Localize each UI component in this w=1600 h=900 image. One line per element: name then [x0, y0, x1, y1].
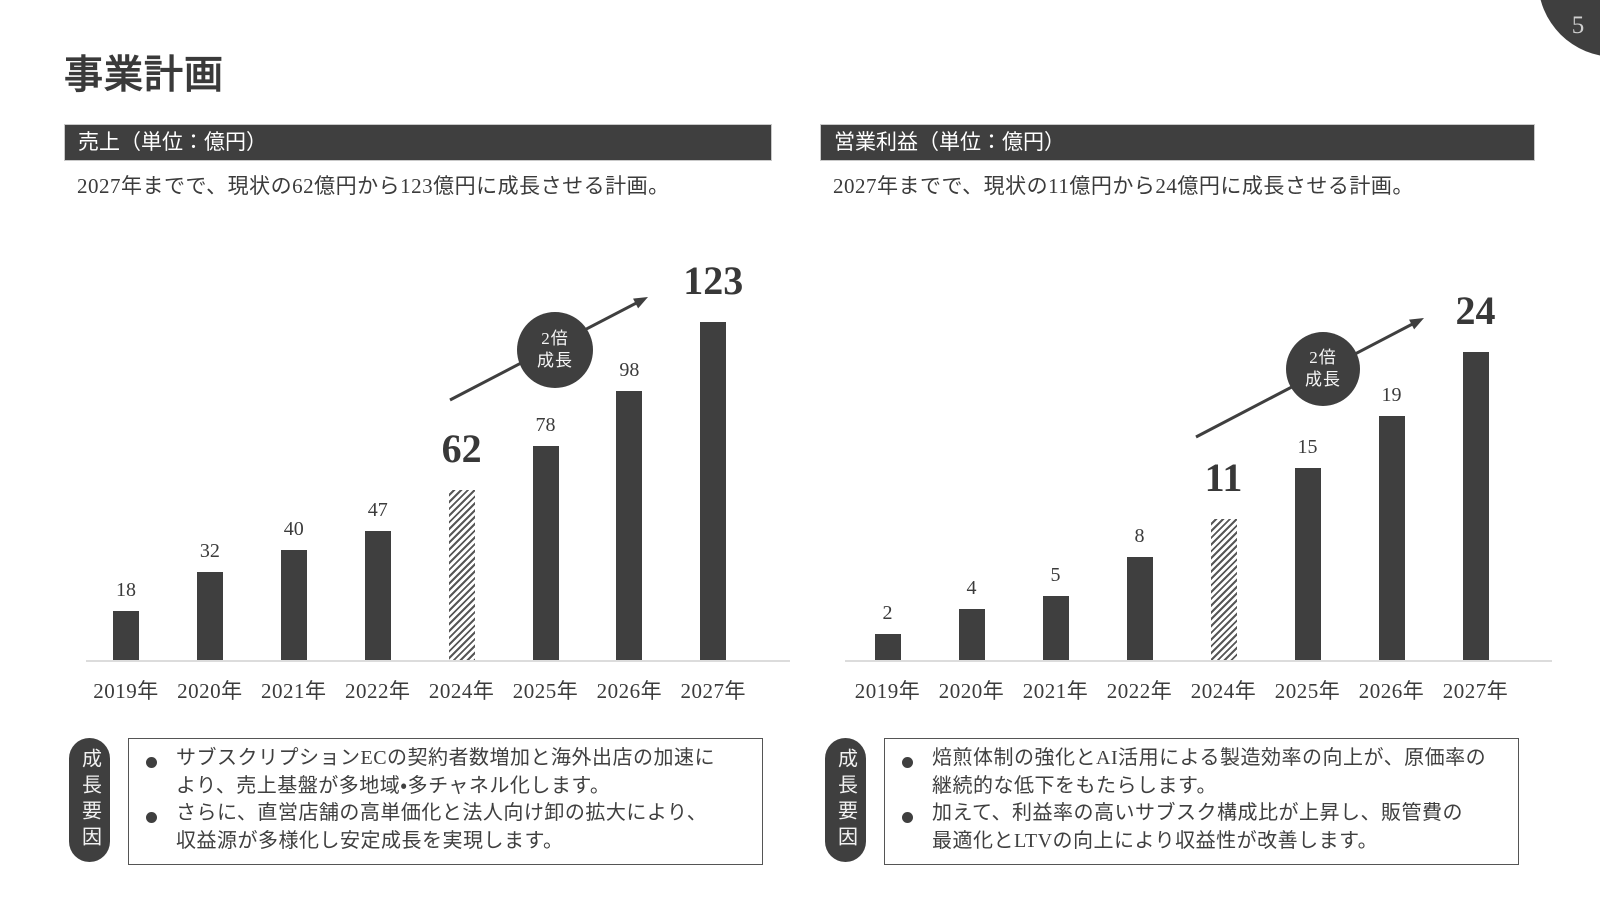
x-axis-label: 2025年 — [512, 679, 579, 703]
bar-2019年 — [874, 634, 901, 660]
x-axis-label: 2026年 — [596, 679, 663, 703]
bar-2025年 — [1294, 468, 1321, 660]
bar-value-label: 2 — [882, 602, 893, 624]
bar-value-label: 62 — [441, 426, 482, 471]
bar-value-label: 19 — [1381, 384, 1402, 406]
x-axis-label: 2024年 — [428, 679, 495, 703]
double-growth-badge-text: 成長 — [537, 351, 573, 370]
x-axis-line — [845, 660, 1552, 662]
x-axis-label: 2022年 — [1106, 679, 1173, 703]
bar-value-label: 40 — [283, 518, 304, 540]
bar-value-label: 4 — [966, 577, 977, 599]
section-subtitle-sales: 2027年までで、現状の62億円から123億円に成長させる計画。 — [77, 174, 670, 198]
x-axis-label: 2024年 — [1190, 679, 1257, 703]
growth-factor-box-profit: 焙煎体制の強化とAI活用による製造効率の向上が、原価率の 継続的な低下をもたらし… — [884, 738, 1519, 865]
bar-2021年 — [1042, 596, 1069, 660]
section-subtitle-profit: 2027年までで、現状の11億円から24億円に成長させる計画。 — [833, 174, 1414, 198]
bullet-icon — [146, 812, 157, 823]
growth-factor-pill-label: 成長要因 — [78, 748, 101, 852]
x-axis-label: 2020年 — [938, 679, 1005, 703]
bar-value-label: 5 — [1050, 564, 1061, 586]
bullet-row: 焙煎体制の強化とAI活用による製造効率の向上が、原価率の 継続的な低下をもたらし… — [885, 745, 1504, 800]
x-axis-label: 2027年 — [680, 679, 747, 703]
growth-factor-bullet: 焙煎体制の強化とAI活用による製造効率の向上が、原価率の 継続的な低下をもたらし… — [932, 747, 1487, 797]
section-header-profit: 営業利益（単位：億円） — [820, 124, 1535, 161]
growth-factor-bullet: さらに、直営店舗の高単価化と法人向け卸の拡大により、 収益源が多様化し安定成長を… — [176, 802, 708, 852]
section-header-sales: 売上（単位：億円） — [64, 124, 772, 161]
page-number: 5 — [1571, 12, 1585, 39]
x-axis-label: 2021年 — [261, 679, 327, 703]
growth-factor-bullet: 加えて、利益率の高いサブスク構成比が上昇し、販管費の 最適化とLTVの向上により… — [932, 802, 1463, 852]
bullet-row: 加えて、利益率の高いサブスク構成比が上昇し、販管費の 最適化とLTVの向上により… — [885, 800, 1504, 855]
growth-factor-pill-profit: 成長要因 — [825, 738, 866, 862]
x-axis-line — [86, 660, 790, 662]
bar-value-label: 123 — [683, 258, 744, 303]
x-axis-label: 2026年 — [1358, 679, 1425, 703]
bar-2022年 — [364, 531, 391, 660]
sales-bar-chart: 18 2019年 32 2020年 40 2021年 47 2022年 62 2024年 78 202… — [86, 220, 790, 710]
bar-value-label: 98 — [619, 359, 640, 381]
bar-2027年 — [700, 322, 727, 660]
bar-value-label: 11 — [1204, 455, 1243, 500]
bar-2019年 — [113, 611, 139, 660]
x-axis-label: 2021年 — [1022, 679, 1089, 703]
x-axis-label: 2022年 — [344, 679, 411, 703]
x-axis-label: 2027年 — [1442, 679, 1509, 703]
growth-factor-pill-label: 成長要因 — [834, 748, 857, 852]
x-axis-label: 2019年 — [93, 679, 159, 703]
double-growth-badge-text: 2倍 — [541, 329, 569, 348]
bar-value-label: 78 — [535, 414, 556, 436]
profit-bar-chart: 2 2019年 4 2020年 5 2021年 8 2022年 11 2024年 15 2025年 19… — [845, 220, 1552, 710]
growth-factor-bullet: サブスクリプションECの契約者数増加と海外出店の加速に より、売上基盤が多地域・… — [176, 747, 716, 797]
double-growth-badge-text: 成長 — [1305, 370, 1341, 389]
growth-factor-pill-sales: 成長要因 — [69, 738, 110, 862]
bar-value-label: 8 — [1134, 525, 1145, 547]
bar-value-label: 24 — [1455, 288, 1496, 333]
growth-factor-box-sales: サブスクリプションECの契約者数増加と海外出店の加速に より、売上基盤が多地域・… — [128, 738, 763, 865]
bar-2026年 — [616, 391, 643, 660]
x-axis-label: 2019年 — [854, 679, 921, 703]
bullet-row: サブスクリプションECの契約者数増加と海外出店の加速に より、売上基盤が多地域・… — [129, 745, 748, 800]
page-title: 事業計画 — [64, 54, 225, 97]
double-growth-badge: 2倍成長 — [1286, 332, 1360, 406]
bar-2027年 — [1462, 352, 1489, 660]
bar-2020年 — [196, 572, 223, 660]
double-growth-badge: 2倍成長 — [517, 312, 593, 388]
bar-2024年 — [448, 490, 475, 660]
bar-value-label: 32 — [199, 540, 220, 562]
bar-value-label: 18 — [116, 579, 136, 601]
bullet-row: さらに、直営店舗の高単価化と法人向け卸の拡大により、 収益源が多様化し安定成長を… — [129, 800, 748, 855]
bar-2020年 — [958, 609, 985, 660]
bar-2026年 — [1378, 416, 1405, 660]
bar-value-label: 15 — [1297, 436, 1318, 458]
bar-value-label: 47 — [367, 499, 388, 521]
double-growth-badge-text: 2倍 — [1309, 348, 1337, 367]
bar-2025年 — [532, 446, 559, 660]
x-axis-label: 2020年 — [177, 679, 243, 703]
bar-2021年 — [280, 550, 307, 660]
bullet-icon — [902, 812, 913, 823]
bar-2022年 — [1126, 557, 1153, 660]
bullet-icon — [146, 757, 157, 768]
bar-2024年 — [1210, 519, 1237, 660]
bullet-icon — [902, 757, 913, 768]
x-axis-label: 2025年 — [1274, 679, 1341, 703]
